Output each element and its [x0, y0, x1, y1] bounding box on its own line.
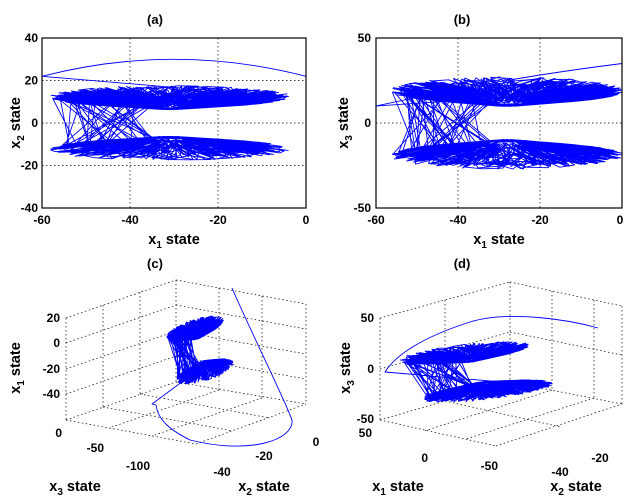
- panel-a-title: (a): [147, 12, 163, 27]
- panel-b-xlabel: x1 state: [473, 232, 525, 251]
- panel-a-ytick: 20: [25, 74, 39, 88]
- panel-d-xtick: 0: [421, 451, 428, 465]
- panel-b-frame: [375, 37, 623, 209]
- panel-a-xtick: -40: [121, 213, 139, 227]
- panel-c-ztick: 20: [47, 311, 61, 325]
- panel-d-ytick: -20: [591, 451, 609, 465]
- panel-a-ylabel: x2 state: [8, 97, 27, 149]
- panel-c-trajectory: [151, 287, 293, 447]
- panel-c: (c): [8, 256, 320, 498]
- panel-c-ytick: 0: [313, 435, 320, 449]
- panel-c-ylabel: x2 state: [238, 479, 290, 498]
- panel-a-xlabel: x1 state: [148, 232, 200, 251]
- panel-c-ztick: 0: [53, 336, 60, 350]
- panel-a-ytick: 0: [31, 116, 38, 130]
- panel-b-xtick: -20: [531, 213, 549, 227]
- panel-c-zlabel: x1 state: [8, 342, 27, 394]
- panel-d-zlabel: x3 state: [338, 342, 357, 394]
- panel-c-title: (c): [147, 256, 163, 271]
- panel-d-ztick: -50: [357, 412, 375, 426]
- panel-a-xtick: 0: [303, 213, 310, 227]
- panel-b-ytick: -50: [354, 201, 372, 215]
- panel-c-xlabel: x3 state: [49, 479, 101, 498]
- panel-b: (b) 50 0 -50 -60 -40 -20 0 x1 state x3 s…: [336, 12, 624, 251]
- panel-d-trajectory: [384, 315, 599, 403]
- panel-d-xtick: 50: [359, 426, 373, 440]
- panel-b-trajectory: [375, 63, 623, 170]
- panel-b-ytick: 0: [364, 116, 371, 130]
- panel-b-xtick: -60: [367, 213, 385, 227]
- panel-a-ytick: 40: [25, 31, 39, 45]
- panel-c-ytick: -20: [255, 449, 273, 463]
- panel-d-xtick: -50: [481, 459, 499, 473]
- panel-d-title: (d): [454, 256, 471, 271]
- panel-d-ztick: 50: [361, 311, 375, 325]
- panel-d-ztick: 0: [367, 362, 374, 376]
- panel-c-ztick: -20: [43, 362, 61, 376]
- panel-a-ytick: -40: [21, 201, 39, 215]
- panel-d-ytick: -40: [551, 465, 569, 479]
- panel-d-xlabel: x1 state: [372, 479, 424, 498]
- panel-a-xtick: -20: [209, 213, 227, 227]
- panel-c-ztick: -40: [43, 387, 61, 401]
- panel-c-xtick: -100: [126, 459, 150, 473]
- panel-b-title: (b): [454, 12, 471, 27]
- panel-b-xtick: 0: [617, 213, 624, 227]
- panel-a-frame: [41, 37, 307, 209]
- panel-d: (d) 50 0 -50 50 0 -50 -40 -20: [338, 256, 623, 498]
- panel-a-trajectory: [41, 58, 307, 161]
- panel-a: (a) 40 20 0 -20 -40 -60 -40 -20 0 x1 sta…: [8, 12, 310, 251]
- panel-a-xtick: -60: [33, 213, 51, 227]
- panel-c-xtick: -50: [87, 441, 105, 455]
- panel-b-xtick: -40: [449, 213, 467, 227]
- panel-d-ylabel: x2 state: [550, 479, 602, 498]
- panel-c-ytick: -40: [213, 465, 231, 479]
- panel-c-xtick: 0: [55, 426, 62, 440]
- panel-b-ylabel: x3 state: [336, 97, 355, 149]
- panel-b-ytick: 50: [358, 31, 372, 45]
- panel-a-ytick: -20: [21, 159, 39, 173]
- panel-a-grid: [42, 38, 306, 208]
